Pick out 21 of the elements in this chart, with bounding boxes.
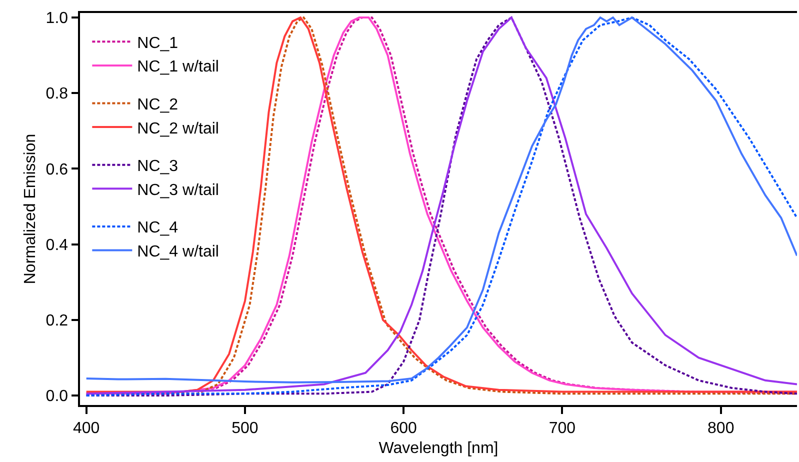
x-tick-label: 700 xyxy=(548,420,576,437)
legend-label: NC_2 xyxy=(137,96,178,114)
legend-label: NC_3 w/tail xyxy=(137,182,219,199)
legend-label: NC_1 w/tail xyxy=(137,58,219,76)
legend-label: NC_4 w/tail xyxy=(137,244,219,260)
x-tick-label: 500 xyxy=(232,420,258,437)
x-tick-label: 800 xyxy=(708,420,734,437)
y-tick-label: 0.8 xyxy=(46,86,68,103)
y-tick-label: 0.2 xyxy=(46,312,68,330)
y-tick-label: 1.0 xyxy=(46,10,68,28)
y-axis-title: Normalized Emission xyxy=(22,134,40,284)
legend-label: NC_4 xyxy=(137,220,178,237)
legend-label: NC_2 w/tail xyxy=(137,120,219,138)
y-tick-label: 0.0 xyxy=(46,388,68,406)
legend-label: NC_1 xyxy=(137,34,178,52)
x-tick-label: 400 xyxy=(73,420,100,437)
legend-label: NC_3 xyxy=(137,158,178,176)
x-tick-label: 600 xyxy=(390,420,418,437)
x-axis-title: Wavelength [nm] xyxy=(378,440,498,458)
y-tick-label: 0.4 xyxy=(46,236,68,254)
y-tick-label: 0.6 xyxy=(46,161,68,178)
